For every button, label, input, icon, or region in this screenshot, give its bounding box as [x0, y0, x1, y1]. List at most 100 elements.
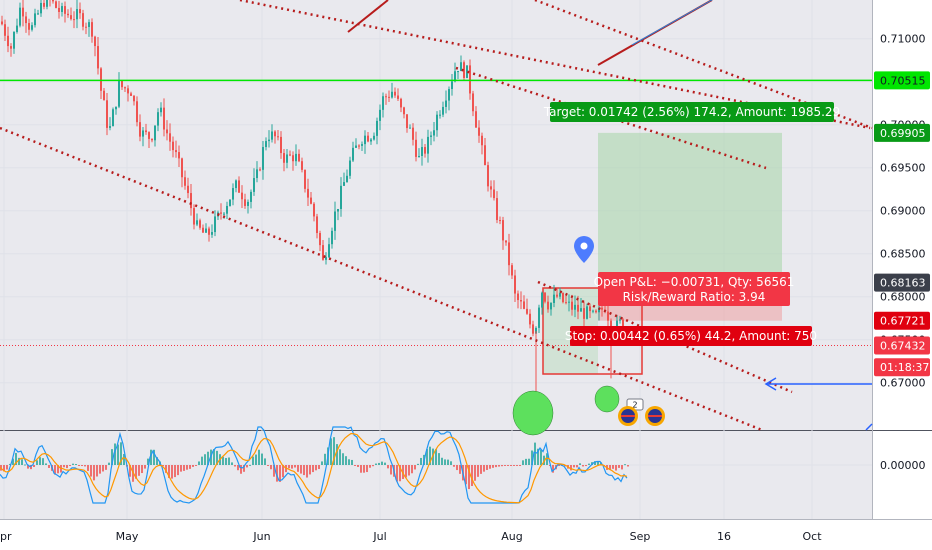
candle [280, 131, 282, 159]
candle-body [376, 120, 378, 136]
histogram-bar [99, 465, 101, 474]
price-axis[interactable]: 0.710000.705000.700000.695000.690000.685… [874, 33, 930, 472]
candle [490, 180, 492, 198]
candle-body [436, 114, 438, 131]
time-tick-label: Jul [372, 530, 386, 543]
candle-body [532, 324, 534, 334]
candle-body [196, 220, 198, 225]
candle-body [46, 0, 48, 7]
highlight-circle[interactable] [594, 385, 620, 413]
histogram-bar [456, 465, 458, 471]
stop-label [570, 326, 812, 346]
histogram-bar [486, 465, 488, 470]
price-tick-label: 0.69000 [880, 205, 926, 218]
candle-body [181, 158, 183, 178]
candle [526, 298, 528, 315]
price-tag [874, 71, 930, 90]
candle-body [58, 7, 60, 12]
candle [247, 199, 249, 214]
candle [88, 19, 90, 37]
candle [211, 224, 213, 238]
signal-line [0, 432, 628, 504]
histogram-bar [405, 465, 407, 478]
candle-body [10, 46, 12, 49]
candle [586, 303, 588, 320]
stop-label-text: Stop: 0.00442 (0.65%) 44.2, Amount: 750 [565, 329, 817, 343]
position-profit-zone[interactable] [598, 132, 782, 283]
highlight-circle[interactable] [512, 390, 554, 436]
candle-body [490, 186, 492, 190]
trendline-lower-channel[interactable] [0, 126, 763, 432]
histogram-bar [156, 457, 158, 465]
candle-body [493, 189, 495, 199]
candle-body [163, 107, 165, 130]
candle [238, 176, 240, 193]
histogram-bar [321, 461, 323, 465]
histogram-bar [204, 454, 206, 465]
candle-body [295, 153, 297, 162]
candle-body [499, 220, 501, 222]
target-label [550, 102, 834, 122]
candle [484, 137, 486, 166]
candle [505, 240, 507, 246]
trendline-solid-top[interactable] [347, 0, 389, 33]
candle-body [25, 16, 27, 24]
candle-body [283, 153, 285, 163]
candle-body [16, 25, 18, 32]
candle-body [286, 154, 288, 163]
candle-body [415, 139, 417, 157]
candle-body [487, 165, 489, 187]
histogram-bar [165, 465, 167, 473]
candle-body [454, 71, 456, 82]
candle [382, 92, 384, 118]
candle-body [451, 81, 453, 90]
candle [175, 140, 177, 158]
candle-body [259, 169, 261, 171]
candle [334, 201, 336, 240]
histogram-bar [21, 459, 23, 465]
time-axis[interactable]: pr May Jun Jul Aug Sep 16 Oct [0, 530, 822, 543]
candle [349, 156, 351, 179]
candle [583, 301, 585, 329]
histogram-bar [129, 465, 131, 477]
histogram-bar [42, 458, 44, 465]
candle [25, 11, 27, 33]
histogram-bar [258, 449, 260, 465]
histogram-bar [627, 465, 629, 467]
candle-body [22, 7, 24, 17]
histogram-bar [75, 463, 77, 465]
candle [58, 0, 60, 19]
candle-body [361, 144, 363, 146]
histogram-bar [411, 465, 413, 474]
histogram-bar [78, 465, 80, 466]
histogram-bar [111, 449, 113, 465]
trendline-blue-right[interactable] [631, 0, 713, 46]
histogram-bar [72, 463, 74, 465]
histogram-bar [414, 465, 416, 470]
histogram-bar [57, 465, 59, 474]
candle [544, 291, 546, 304]
candle-body [457, 71, 459, 73]
candle-body [250, 191, 252, 202]
histogram-bar [546, 453, 548, 465]
histogram-bar [291, 465, 293, 469]
histogram-bar [447, 459, 449, 465]
histogram-bar [498, 465, 500, 467]
candle-body [70, 15, 72, 20]
histogram-bar [24, 464, 26, 466]
candle [550, 302, 552, 316]
candle-body [484, 145, 486, 166]
candle [295, 144, 297, 166]
candle-body [559, 292, 561, 297]
candle-body [520, 300, 522, 302]
histogram-bar [48, 465, 50, 468]
histogram-bar [237, 465, 239, 471]
histogram-bar [105, 465, 107, 470]
candle-body [169, 133, 171, 142]
candle-body [331, 230, 333, 245]
target-label-text: Target: 0.01742 (2.56%) 174.2, Amount: 1… [543, 105, 840, 119]
candle-body [538, 307, 540, 328]
histogram-bar [9, 463, 11, 465]
histogram-bar [621, 465, 623, 470]
